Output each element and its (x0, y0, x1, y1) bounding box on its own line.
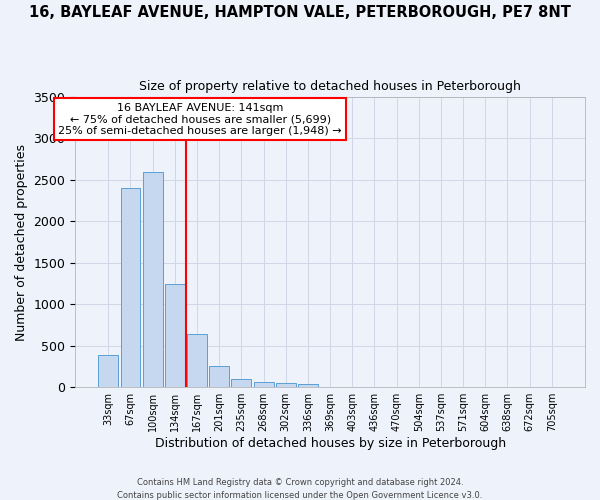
Bar (209, 366, 229, 387)
Bar (187, 334, 207, 387)
Bar (276, 382, 296, 387)
Bar (165, 284, 185, 387)
Title: Size of property relative to detached houses in Peterborough: Size of property relative to detached ho… (139, 80, 521, 93)
Bar (143, 172, 163, 387)
Y-axis label: Number of detached properties: Number of detached properties (15, 144, 28, 340)
Bar (121, 188, 140, 387)
Text: 16, BAYLEAF AVENUE, HAMPTON VALE, PETERBOROUGH, PE7 8NT: 16, BAYLEAF AVENUE, HAMPTON VALE, PETERB… (29, 5, 571, 20)
Text: 16 BAYLEAF AVENUE: 141sqm
← 75% of detached houses are smaller (5,699)
25% of se: 16 BAYLEAF AVENUE: 141sqm ← 75% of detac… (58, 102, 342, 136)
Bar (298, 384, 318, 387)
Bar (254, 382, 274, 387)
X-axis label: Distribution of detached houses by size in Peterborough: Distribution of detached houses by size … (155, 437, 506, 450)
Text: Contains HM Land Registry data © Crown copyright and database right 2024.
Contai: Contains HM Land Registry data © Crown c… (118, 478, 482, 500)
Bar (232, 379, 251, 387)
Bar (98, 355, 118, 387)
